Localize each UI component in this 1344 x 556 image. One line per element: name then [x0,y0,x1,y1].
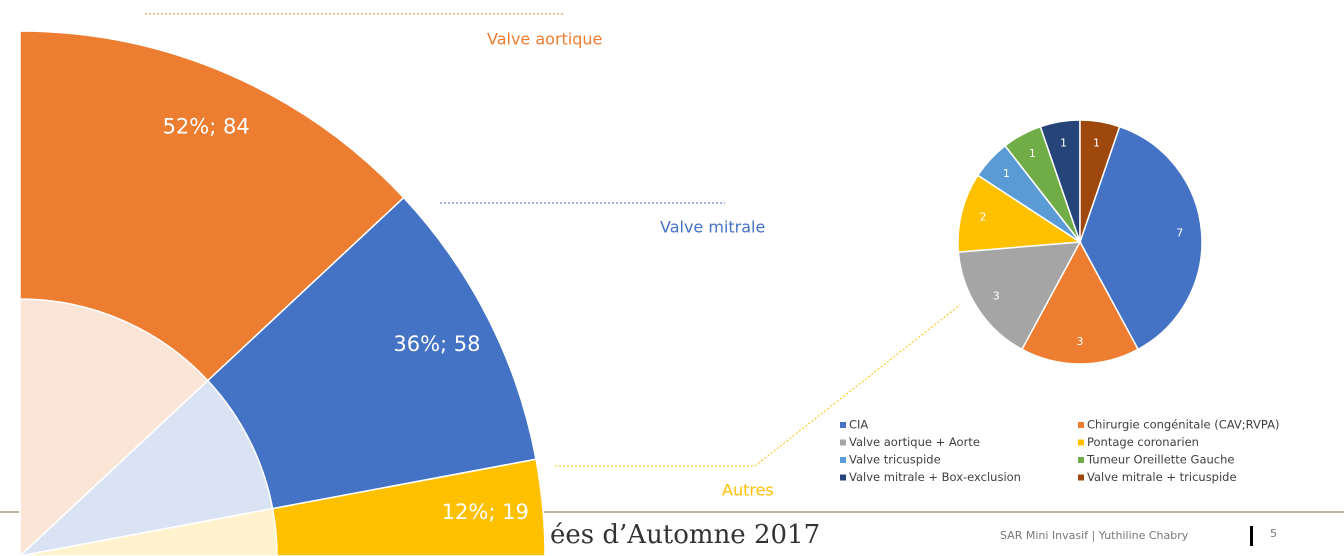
legend-label: Chirurgie congénitale (CAV;RVPA) [1087,418,1279,432]
footer-bar [1250,526,1253,546]
page-number: 5 [1270,527,1277,540]
legend-swatch [840,439,846,446]
legend-label: Valve mitrale + Box-exclusion [849,470,1021,484]
legend-label: CIA [849,418,868,432]
legend-swatch [840,422,846,428]
category-label: Autres [722,481,774,500]
data-label: 7 [1176,227,1183,240]
legend-label: Tumeur Oreillette Gauche [1086,453,1234,467]
legend-swatch [1078,457,1084,463]
pie-slice [1079,125,1203,351]
data-label: 3 [993,290,1000,303]
legend-swatch [1078,422,1084,428]
legend-label: Pontage coronarien [1087,435,1199,449]
legend-swatch [840,474,846,481]
category-label: Valve aortique [487,30,602,49]
footer-author: SAR Mini Invasif | Yuthiline Chabry [1000,529,1189,542]
data-label: 36%; 58 [393,332,480,356]
data-label: 1 [1003,167,1010,180]
data-label: 1 [1060,136,1067,149]
data-label: 52%; 84 [163,114,250,138]
main-pie: 52%; 84 Valve aortique 36%; 58 Valve mitral… [18,30,774,556]
legend-label: Valve aortique + Aorte [849,435,980,449]
pie-slice [1020,240,1140,365]
data-label: 2 [980,210,987,223]
data-label: 12%; 19 [442,500,529,524]
leader-line [555,304,961,467]
data-label: 3 [1077,335,1084,348]
category-label: Valve mitrale [660,218,765,237]
detail-pie: 7 CIA 3 Chirurgie congénitale (CAV;RVPA) 3 Va… [840,119,1279,484]
data-label: 1 [1029,147,1036,160]
inner-slice [18,379,274,556]
footer-event: ées d’Automne 2017 [550,520,820,550]
legend-swatch [1078,474,1084,481]
pie-slice [1079,119,1121,243]
legend-label: Valve tricuspide [849,453,941,467]
legend-swatch [1078,439,1084,446]
legend-label: Valve mitrale + tricuspide [1087,470,1237,484]
pie-slice [957,174,1083,253]
inner-slice [19,298,209,556]
data-label: 1 [1093,136,1100,149]
legend-swatch [840,457,846,463]
pie-slice [957,241,1082,351]
